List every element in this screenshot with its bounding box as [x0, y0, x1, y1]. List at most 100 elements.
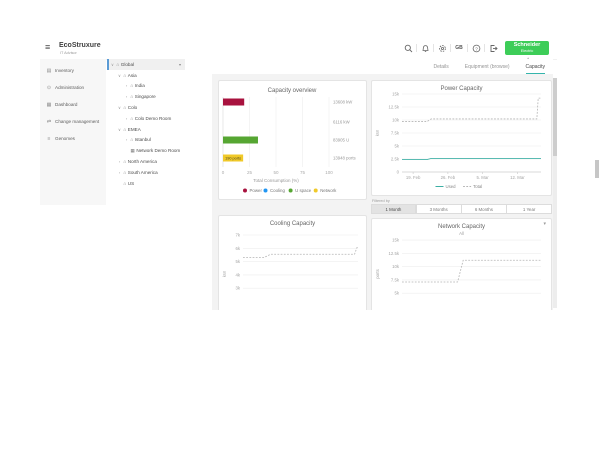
search-icon[interactable] — [402, 43, 414, 53]
chevron-down-icon[interactable]: ∨ — [118, 105, 121, 111]
chevron-right-icon[interactable]: › — [125, 94, 128, 100]
svg-text:75: 75 — [300, 170, 306, 175]
capacity-content-area: Capacity overview 0 25 50 75 100 13608 kW 6116 … — [212, 74, 553, 310]
chevron-down-icon[interactable]: ∨ — [111, 61, 114, 67]
filter-button-1-year[interactable]: 1 Year — [506, 204, 552, 214]
tree-item-singapore[interactable]: › ⌂ Singapore — [107, 91, 185, 102]
chevron-down-icon[interactable]: ∨ — [118, 72, 121, 78]
tree-item-label: India — [134, 83, 145, 89]
chevron-right-icon[interactable]: › — [125, 137, 128, 143]
header-icon-bar: GB ? — [402, 42, 499, 54]
chevron-right-icon[interactable]: › — [118, 159, 121, 165]
tree-item-us[interactable]: ⌂ US — [107, 178, 185, 189]
tree-item-label: Istanbul — [134, 137, 151, 143]
administration-icon: ⊙ — [46, 84, 52, 91]
svg-text:26. Feb: 26. Feb — [441, 175, 456, 180]
sidebar-item-change-management[interactable]: ⇄ Change management — [40, 113, 106, 130]
content-scrollbar[interactable] — [553, 78, 557, 308]
change-management-icon: ⇄ — [46, 118, 52, 125]
svg-text:0: 0 — [397, 170, 400, 175]
brand-line1: Schneider — [513, 41, 541, 48]
tree-item-label: EMEA — [127, 126, 141, 132]
svg-text:U space: U space — [295, 188, 312, 193]
tab-equipment-browse[interactable]: Equipment (browse) — [464, 64, 510, 70]
time-filter-bar: Filtered by 1 Month 3 Months 6 Months 1 Yea… — [370, 199, 552, 215]
menu-icon[interactable]: ≡ — [45, 42, 51, 52]
brand-caret-icon: ▴ — [527, 55, 529, 60]
svg-text:7k: 7k — [235, 233, 240, 238]
svg-text:Power: Power — [250, 188, 263, 193]
tab-details[interactable]: Details — [433, 64, 449, 70]
svg-text:13608 kW: 13608 kW — [333, 100, 353, 105]
line-chart-canvas: Power Capacity 15k 12.5k 10k 7.5k 5k 2.5k 0 kW 19… — [375, 86, 541, 189]
alarms-icon[interactable] — [419, 43, 431, 53]
divider — [433, 44, 434, 52]
room-icon: ▦ — [130, 147, 135, 153]
power-capacity-card: Power Capacity 15k 12.5k 10k 7.5k 5k 2.5k 0 kW 19… — [371, 80, 552, 196]
tree-item-label: Asia — [127, 72, 137, 78]
filter-button-1-month[interactable]: 1 Month — [370, 204, 417, 214]
tree-item-colo-demo-room[interactable]: › ⌂ Colo Demo Room — [107, 113, 185, 124]
tab-capacity[interactable]: Capacity — [525, 64, 545, 74]
help-icon[interactable]: ? — [470, 43, 482, 53]
location-tree: ∨ ⌂ Global ▾ ∨ ⌂ Asia › ⌂ India › ⌂ Singapore ∨ ⌂ Colo ›… — [107, 59, 212, 189]
filter-label: Filtered by — [372, 199, 390, 203]
sidebar-item-label: Administration — [55, 85, 85, 90]
svg-text:5k: 5k — [394, 144, 399, 149]
divider — [450, 44, 451, 52]
location-icon: ⌂ — [130, 83, 134, 89]
settings-icon[interactable] — [436, 43, 448, 53]
sidebar-item-genomes[interactable]: ≡ Genomes — [40, 130, 106, 147]
brand-line2: Electric — [520, 48, 534, 53]
cooling-capacity-card: Cooling Capacity 7k 6k 5k 4k 3k kW — [218, 215, 367, 310]
svg-text:190 ports: 190 ports — [225, 157, 241, 161]
sidebar-item-inventory[interactable]: ▤ Inventory — [40, 62, 106, 79]
chevron-down-icon[interactable]: ∨ — [118, 126, 121, 132]
sidebar-item-label: Genomes — [55, 136, 75, 141]
language-selector[interactable]: GB — [455, 45, 463, 51]
tree-item-istanbul[interactable]: › ⌂ Istanbul — [107, 135, 185, 146]
content-scrollbar-thumb[interactable] — [553, 78, 557, 156]
location-icon: ⌂ — [123, 159, 127, 165]
tree-item-label: Singapore — [134, 94, 156, 100]
svg-text:ports: ports — [375, 269, 380, 279]
location-icon: ⌂ — [123, 180, 127, 186]
svg-text:All: All — [459, 231, 464, 236]
bar-chart-canvas: Capacity overview 0 25 50 75 100 13608 kW 6116 … — [222, 88, 356, 193]
svg-text:5. Mar: 5. Mar — [477, 175, 490, 180]
sidebar-item-administration[interactable]: ⊙ Administration — [40, 79, 106, 96]
tree-item-global[interactable]: ∨ ⌂ Global ▾ — [107, 59, 185, 70]
svg-text:12.5k: 12.5k — [388, 251, 399, 256]
chart-options-caret-icon[interactable]: ▾ — [543, 221, 546, 227]
filter-button-3-months[interactable]: 3 Months — [415, 204, 462, 214]
schneider-electric-logo[interactable]: Schneider Electric — [505, 40, 549, 55]
tree-item-north-america[interactable]: › ⌂ North America — [107, 156, 185, 167]
tree-item-emea[interactable]: ∨ ⌂ EMEA — [107, 124, 185, 135]
tree-item-network-demo-room[interactable]: ▦ Network Demo Room — [107, 145, 185, 156]
tree-item-menu-caret-icon[interactable]: ▾ — [178, 62, 181, 67]
page-scrollbar-thumb[interactable] — [595, 160, 599, 178]
location-icon: ⌂ — [123, 105, 127, 111]
tree-item-south-america[interactable]: › ⌂ South America — [107, 167, 185, 178]
location-icon: ⌂ — [130, 94, 134, 100]
chevron-right-icon[interactable]: › — [125, 83, 128, 89]
tree-item-india[interactable]: › ⌂ India — [107, 81, 185, 92]
svg-text:3k: 3k — [235, 286, 240, 291]
divider — [416, 44, 417, 52]
filter-button-6-months[interactable]: 6 Months — [461, 204, 507, 214]
line-chart-canvas: Cooling Capacity 7k 6k 5k 4k 3k kW — [222, 221, 358, 291]
svg-text:13948 ports: 13948 ports — [333, 156, 356, 161]
sidebar-item-dashboard[interactable]: ▦ Dashboard — [40, 96, 106, 113]
dashboard-icon: ▦ — [46, 101, 52, 108]
location-icon: ⌂ — [130, 137, 134, 143]
svg-text:6k: 6k — [235, 246, 240, 251]
tree-item-asia[interactable]: ∨ ⌂ Asia — [107, 70, 185, 81]
svg-text:6116 kW: 6116 kW — [333, 120, 351, 125]
svg-text:Cooling Capacity: Cooling Capacity — [270, 221, 315, 227]
tree-item-label: Global — [120, 61, 135, 67]
logout-icon[interactable] — [487, 43, 499, 53]
svg-text:15k: 15k — [392, 92, 400, 97]
tree-item-colo[interactable]: ∨ ⌂ Colo — [107, 102, 185, 113]
chevron-right-icon[interactable]: › — [118, 169, 121, 175]
chevron-right-icon[interactable]: › — [125, 115, 128, 121]
